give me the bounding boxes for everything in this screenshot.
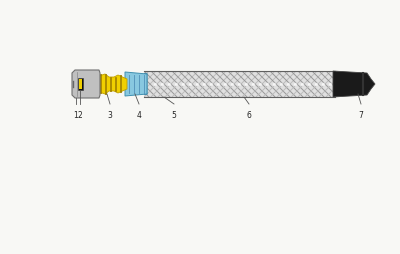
- Text: 1: 1: [74, 110, 78, 120]
- Polygon shape: [144, 72, 335, 98]
- Text: 4: 4: [136, 110, 142, 120]
- Text: Уплотнительная прокладка (2) из термоустойчивой резины (ГОСТ 5496-78, ТУ 3810510: Уплотнительная прокладка (2) из термоуст…: [5, 147, 364, 154]
- Text: Подводка гибкая для воды в 8-нитевой оплётке из нержавеющей стали: Подводка гибкая для воды в 8-нитевой опл…: [12, 6, 388, 16]
- Text: Концевая присоединительная арматура вида: накидная гайка 1/2" (1), штуцер 1/2": Концевая присоединительная арматура вида…: [5, 128, 327, 134]
- Polygon shape: [125, 73, 147, 97]
- Text: Наружная оплётка (6) из нержавеющей стали AISI-304 (8 стальных нитей Ø0,2мм): Наружная оплётка (6) из нержавеющей стал…: [5, 205, 322, 213]
- Text: 7: 7: [358, 110, 364, 120]
- Polygon shape: [125, 73, 147, 97]
- Bar: [79, 80, 82, 90]
- Polygon shape: [72, 71, 100, 99]
- Text: Внутренний диаметр EPDM трубки 8,5мм±0,5мм, толщина 2мм: Внутренний диаметр EPDM трубки 8,5мм±0,5…: [5, 196, 248, 203]
- Text: Штуцер соединительный (3) - латунь специальная (ЛС): Штуцер соединительный (3) - латунь специ…: [5, 157, 219, 164]
- Text: Материал присоединительной арматуры: латунь, покрытая никелем.: Материал присоединительной арматуры: лат…: [5, 137, 273, 144]
- Text: 5: 5: [172, 110, 176, 120]
- Bar: [0, 0, 400, 72]
- Bar: [78, 79, 83, 91]
- Bar: [79, 80, 82, 90]
- Text: Наружный диаметр гибкого шланга в оплётке 13мм (с защитным слоем 14мм)±0,5мм: Наружный диаметр гибкого шланга в оплётк…: [5, 176, 337, 184]
- Text: 3: 3: [108, 110, 112, 120]
- Text: Внешний защитный слой (5) - оболочка из эластичного полимера.: Внешний защитный слой (5) - оболочка из …: [5, 215, 259, 223]
- Text: Обжимная гильза (4) - нержавеющая сталь AISI-304 (ГОСТ 5632-72): Обжимная гильза (4) - нержавеющая сталь …: [5, 167, 264, 174]
- Text: 6: 6: [246, 110, 252, 120]
- Bar: [0, 0, 144, 254]
- Text: 2: 2: [78, 110, 82, 120]
- Polygon shape: [333, 72, 375, 98]
- Polygon shape: [99, 75, 127, 95]
- Text: Внутренняя трубка (7) из нетоксичного термоустойчивого материала EPDM (ГОСТ 5496: Внутренняя трубка (7) из нетоксичного те…: [5, 186, 357, 193]
- Polygon shape: [72, 71, 100, 99]
- Bar: [0, 98, 400, 254]
- Polygon shape: [144, 72, 335, 98]
- Bar: [335, 0, 400, 254]
- Polygon shape: [99, 75, 127, 95]
- Bar: [78, 79, 83, 91]
